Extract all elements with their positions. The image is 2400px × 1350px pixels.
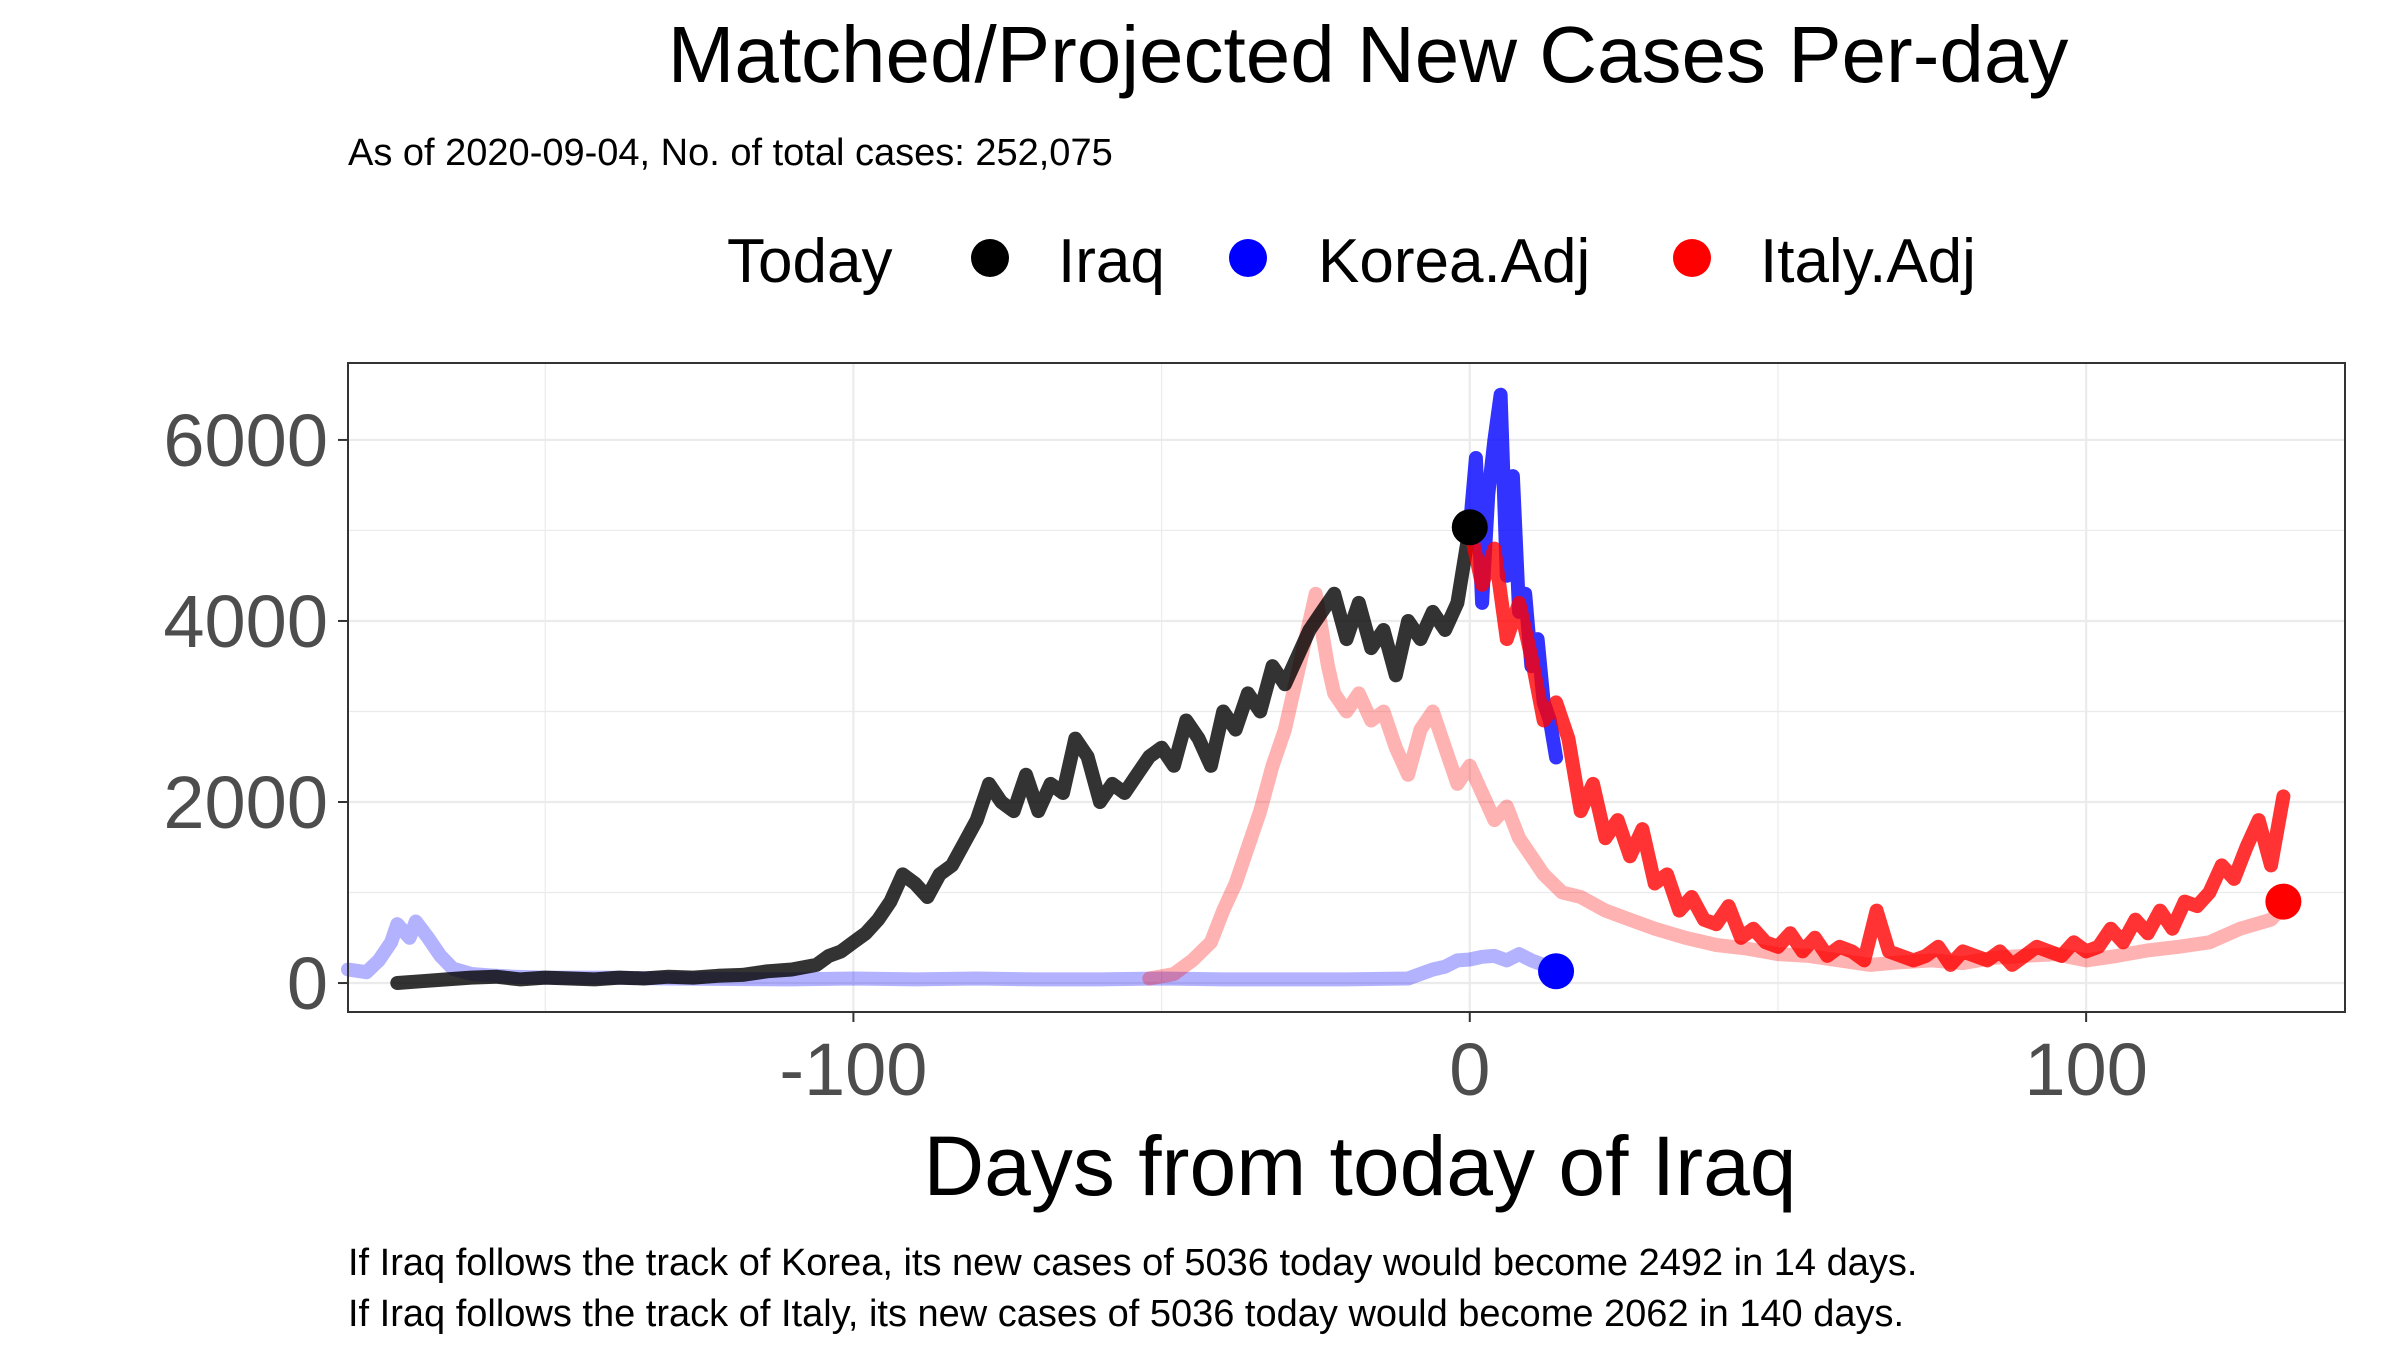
y-tick-label: 2000	[163, 761, 328, 844]
legend-key-italy	[1673, 239, 1711, 277]
legend: Today Iraq Korea.Adj Italy.Adj	[727, 227, 1976, 296]
today-marker-korea-adj	[1538, 953, 1575, 990]
x-axis-title: Days from today of Iraq	[923, 1119, 1796, 1213]
series-line-italy-adj-projected	[1462, 520, 2291, 972]
x-tick-label: 100	[2024, 1028, 2147, 1111]
legend-label-iraq: Iraq	[1058, 227, 1165, 296]
today-marker-iraq	[1451, 509, 1488, 546]
legend-title: Today	[727, 227, 892, 296]
series-line-iraq-observed	[390, 520, 1477, 990]
y-tick-labels: 0 2000 4000 6000	[163, 399, 328, 1025]
y-tick-label: 4000	[163, 580, 328, 663]
panel-border	[347, 362, 2346, 1013]
x-tick-labels: -100 0 100	[779, 1028, 2148, 1111]
legend-key-iraq	[971, 239, 1009, 277]
caption-korea: If Iraq follows the track of Korea, its …	[348, 1242, 1917, 1284]
legend-label-italy: Italy.Adj	[1760, 227, 1976, 296]
today-markers	[1451, 509, 2302, 990]
today-marker-italy-adj	[2265, 883, 2302, 920]
series-lines	[341, 387, 2291, 990]
chart-subtitle: As of 2020-09-04, No. of total cases: 25…	[348, 132, 1113, 174]
y-tick-label: 6000	[163, 399, 328, 482]
series-line-korea-adj-matched	[341, 914, 1564, 987]
y-tick-label: 0	[287, 942, 328, 1025]
x-tick-label: 0	[1449, 1028, 1490, 1111]
axis-ticks	[338, 438, 2088, 1022]
chart-title: Matched/Projected New Cases Per-day	[668, 10, 2069, 99]
x-tick-label: -100	[779, 1028, 927, 1111]
legend-key-korea	[1229, 239, 1267, 277]
legend-label-korea: Korea.Adj	[1318, 227, 1590, 296]
caption-italy: If Iraq follows the track of Italy, its …	[348, 1293, 1904, 1335]
